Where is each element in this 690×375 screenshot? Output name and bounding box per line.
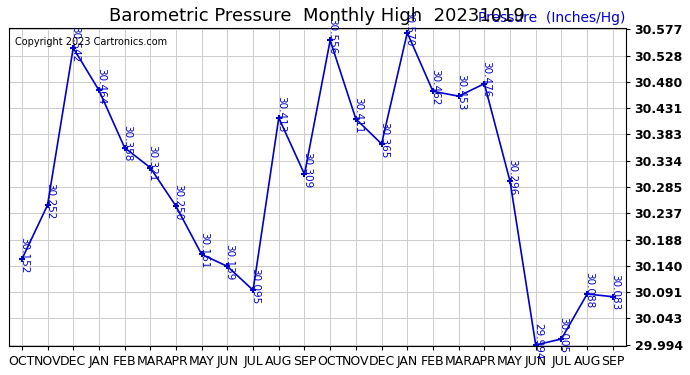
Text: 30.365: 30.365 <box>379 122 388 158</box>
Text: 30.088: 30.088 <box>584 272 594 308</box>
Text: 30.152: 30.152 <box>19 237 29 273</box>
Text: 29.994: 29.994 <box>533 322 543 359</box>
Text: Copyright 2023 Cartronics.com: Copyright 2023 Cartronics.com <box>15 38 167 47</box>
Text: 30.413: 30.413 <box>276 96 286 132</box>
Text: 30.083: 30.083 <box>610 274 620 310</box>
Text: 30.411: 30.411 <box>353 97 363 133</box>
Text: 30.453: 30.453 <box>456 74 466 110</box>
Text: Pressure  (Inches/Hg): Pressure (Inches/Hg) <box>478 11 626 25</box>
Text: 30.476: 30.476 <box>482 62 491 98</box>
Text: 30.570: 30.570 <box>404 10 415 47</box>
Text: 30.161: 30.161 <box>199 232 209 268</box>
Title: Barometric Pressure  Monthly High  20231019: Barometric Pressure Monthly High 2023101… <box>110 7 525 25</box>
Text: 30.464: 30.464 <box>96 68 106 104</box>
Text: 30.358: 30.358 <box>122 125 132 162</box>
Text: 30.542: 30.542 <box>70 26 81 62</box>
Text: 30.309: 30.309 <box>302 152 312 188</box>
Text: 30.139: 30.139 <box>225 244 235 280</box>
Text: 30.462: 30.462 <box>430 69 440 105</box>
Text: 30.556: 30.556 <box>327 18 337 54</box>
Text: 30.250: 30.250 <box>173 184 184 220</box>
Text: 30.296: 30.296 <box>507 159 518 195</box>
Text: 30.321: 30.321 <box>148 146 157 182</box>
Text: 30.005: 30.005 <box>559 317 569 353</box>
Text: 30.252: 30.252 <box>45 183 55 219</box>
Text: 30.095: 30.095 <box>250 268 260 304</box>
